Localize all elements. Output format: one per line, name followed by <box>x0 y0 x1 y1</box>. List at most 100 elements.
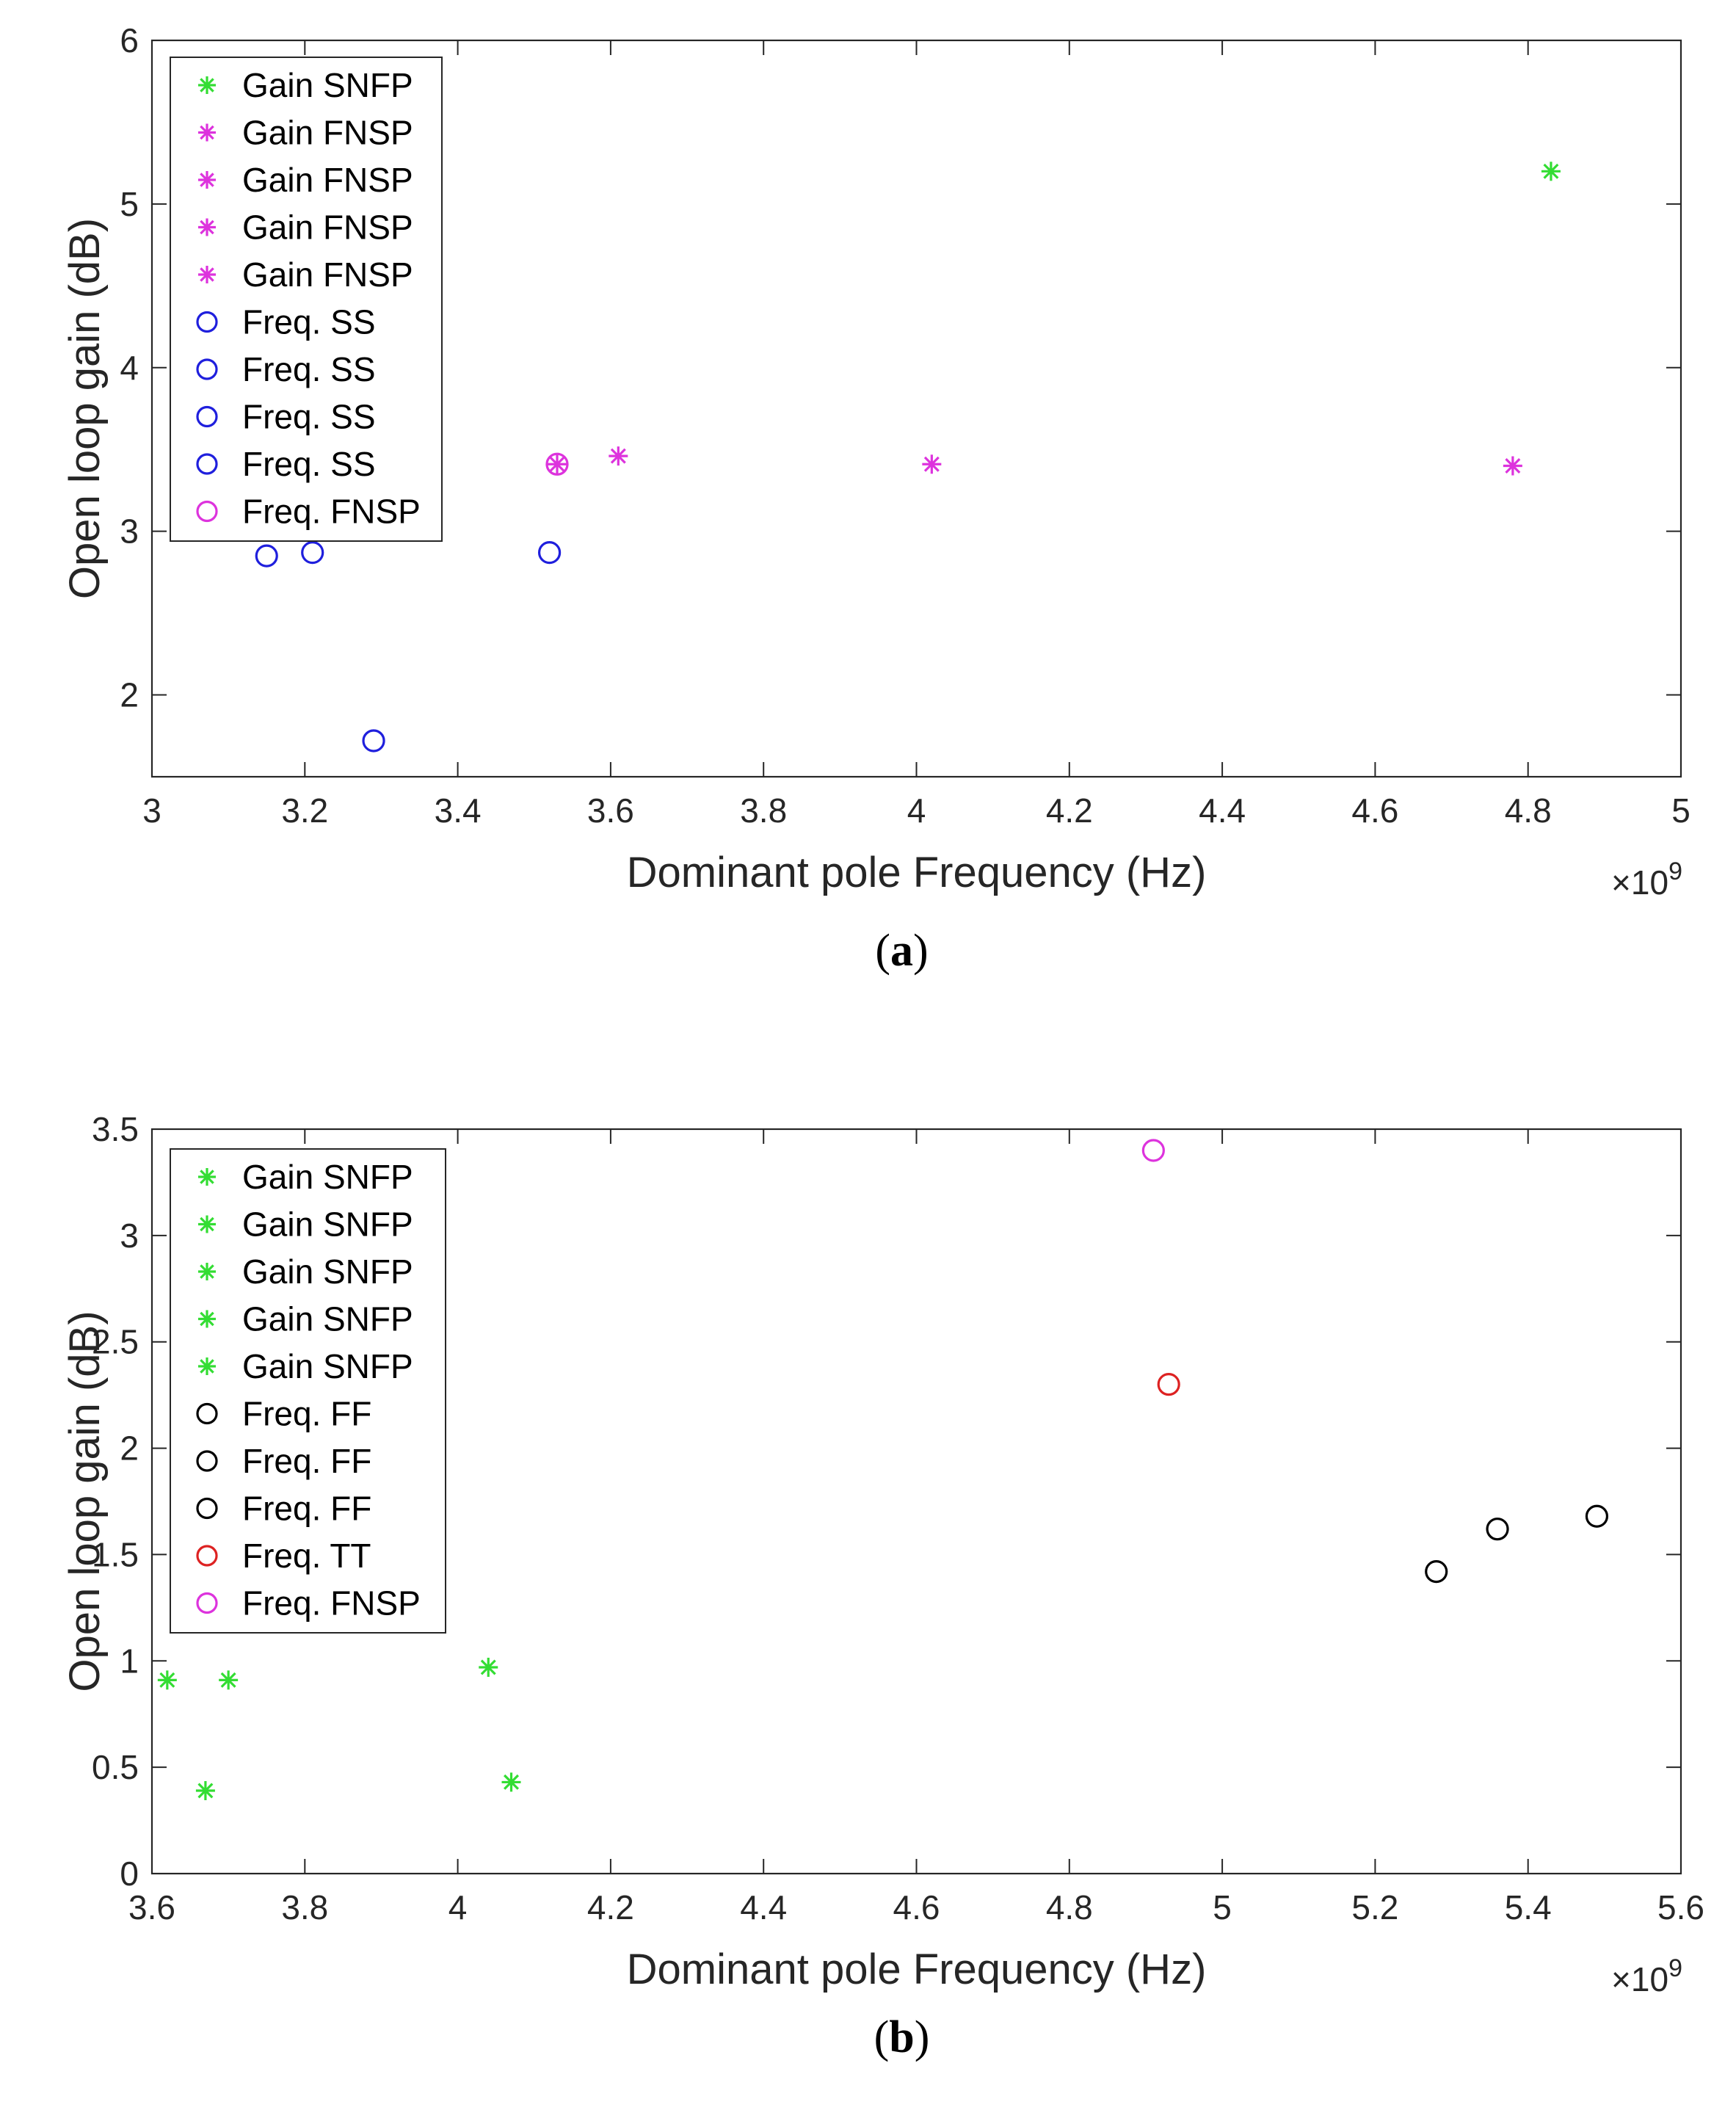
x-tick-label: 5.4 <box>1505 1888 1552 1926</box>
legend-entry-label: Freq. SS <box>242 350 376 388</box>
y-tick-label: 1 <box>120 1642 139 1680</box>
legend-entry-label: Freq. FNSP <box>242 1584 421 1623</box>
y-tick-label: 6 <box>120 21 139 59</box>
legend-entry-label: Freq. SS <box>242 303 376 341</box>
legend-marker-circle <box>196 1402 218 1425</box>
legend-entry-label: Gain SNFP <box>242 1206 413 1244</box>
legend-marker-asterisk <box>198 1215 216 1233</box>
data-point-circle <box>1585 1504 1609 1528</box>
y-axis-label: Open loop gain (dB) <box>61 218 109 599</box>
y-tick-label: 3 <box>120 512 139 551</box>
data-point-asterisk <box>195 1781 215 1801</box>
legend-entry-label: Gain FNSP <box>242 255 413 294</box>
legend-entry-label: Gain FNSP <box>242 114 413 152</box>
x-tick-label: 3 <box>142 791 161 830</box>
data-point-circle <box>545 452 569 476</box>
legend-marker-asterisk <box>198 266 216 283</box>
data-point-asterisk <box>479 1657 498 1677</box>
data-point-circle <box>255 544 278 568</box>
legend-entry-label: Freq. TT <box>242 1537 371 1575</box>
legend-marker-asterisk <box>198 1263 216 1280</box>
x-tick-label: 4 <box>448 1888 468 1926</box>
y-tick-label: 3 <box>120 1217 139 1255</box>
legend-marker-asterisk <box>198 218 216 236</box>
chart-a: 3 3.2 3.4 3.6 3.8 4 4.2 4.4 4.6 4.8 5 2 3 4 5 6 Dominant… <box>61 21 1690 976</box>
legend-marker-asterisk <box>198 123 216 142</box>
data-point-circle <box>362 729 385 753</box>
data-point-asterisk <box>219 1670 239 1690</box>
legend-entry-label: Gain SNFP <box>242 66 413 104</box>
x-tick-label: 5.2 <box>1351 1888 1398 1926</box>
legend-marker-circle <box>196 1450 218 1472</box>
legend-marker-asterisk <box>198 171 216 189</box>
legend-marker-asterisk <box>198 1357 216 1375</box>
y-tick-label: 5 <box>120 185 139 223</box>
legend-entry-label: Gain SNFP <box>242 1252 413 1291</box>
x-axis-multiplier: ×109 <box>1611 858 1682 902</box>
y-tick-label: 2 <box>120 1429 139 1468</box>
legend-entry-label: Gain SNFP <box>242 1347 413 1385</box>
data-point-circle <box>301 541 324 565</box>
legend-marker-circle <box>196 1592 218 1614</box>
legend-marker-asterisk <box>198 1310 216 1328</box>
y-tick-label: 1.5 <box>92 1535 139 1573</box>
x-axis-multiplier: ×109 <box>1611 1954 1682 1998</box>
x-tick-label: 4.6 <box>893 1888 940 1926</box>
y-tick-label: 2 <box>120 676 139 714</box>
legend-marker-circle <box>196 1545 218 1567</box>
data-point-asterisk <box>157 1670 177 1690</box>
x-tick-label: 4 <box>907 791 926 830</box>
chart-b: 3.6 3.8 4 4.2 4.4 4.6 4.8 5 5.2 5.4 5.6 0 0.5 1 1.5 2 2.… <box>61 1110 1704 2062</box>
x-tick-label: 3.4 <box>435 791 482 830</box>
x-tick-label: 4.2 <box>587 1888 634 1926</box>
x-axis-label: Dominant pole Frequency (Hz) <box>627 849 1207 896</box>
data-point-circle <box>1486 1518 1509 1541</box>
legend-marker-asterisk <box>198 76 216 94</box>
panel-caption: (a) <box>875 926 928 976</box>
x-tick-label: 4.8 <box>1046 1888 1093 1926</box>
x-tick-label: 4.6 <box>1351 791 1398 830</box>
x-tick-label: 4.2 <box>1046 791 1093 830</box>
y-axis-label: Open loop gain (dB) <box>61 1310 109 1692</box>
y-tick-label: 2.5 <box>92 1323 139 1361</box>
x-tick-label: 4.4 <box>1199 791 1246 830</box>
legend-marker-asterisk <box>198 1168 216 1186</box>
data-point-circle <box>1425 1560 1448 1584</box>
x-tick-label: 3.6 <box>587 791 634 830</box>
legend-marker-circle <box>196 405 218 428</box>
x-tick-label: 3.6 <box>128 1888 175 1926</box>
legend-entry-label: Freq. FNSP <box>242 493 421 531</box>
x-axis-label: Dominant pole Frequency (Hz) <box>627 1946 1207 1993</box>
x-tick-label: 3.2 <box>281 791 328 830</box>
x-tick-label: 5 <box>1213 1888 1232 1926</box>
panel-caption: (b) <box>874 2012 930 2062</box>
y-tick-label: 0 <box>120 1855 139 1893</box>
data-point-asterisk <box>1503 456 1522 476</box>
y-tick-label: 3.5 <box>92 1110 139 1148</box>
legend-entry-label: Freq. FF <box>242 1490 371 1528</box>
data-point-asterisk <box>547 454 567 474</box>
legend-entry-label: Gain SNFP <box>242 1158 413 1196</box>
x-tick-label: 5.6 <box>1657 1888 1704 1926</box>
data-point-asterisk <box>1541 162 1561 181</box>
legend-marker-circle <box>196 453 218 475</box>
legend-marker-circle <box>196 311 218 333</box>
legend-entry-label: Freq. FF <box>242 1442 371 1480</box>
x-tick-label: 4.8 <box>1505 791 1552 830</box>
x-tick-label: 3.8 <box>281 1888 328 1926</box>
legend-entry-label: Gain FNSP <box>242 161 413 199</box>
x-tick-label: 3.8 <box>740 791 787 830</box>
legend-entry-label: Gain FNSP <box>242 209 413 247</box>
legend-entry-label: Freq. SS <box>242 445 376 483</box>
data-point-circle <box>537 541 562 565</box>
data-point-asterisk <box>501 1772 521 1792</box>
x-tick-label: 4.4 <box>740 1888 787 1926</box>
y-tick-label: 4 <box>120 349 139 387</box>
data-point-circle <box>1141 1139 1165 1162</box>
legend-marker-circle <box>196 358 218 380</box>
legend-entry-label: Freq. SS <box>242 398 376 436</box>
legend-marker-circle <box>196 500 218 523</box>
data-point-circle <box>1157 1373 1180 1396</box>
data-point-asterisk <box>609 446 628 466</box>
